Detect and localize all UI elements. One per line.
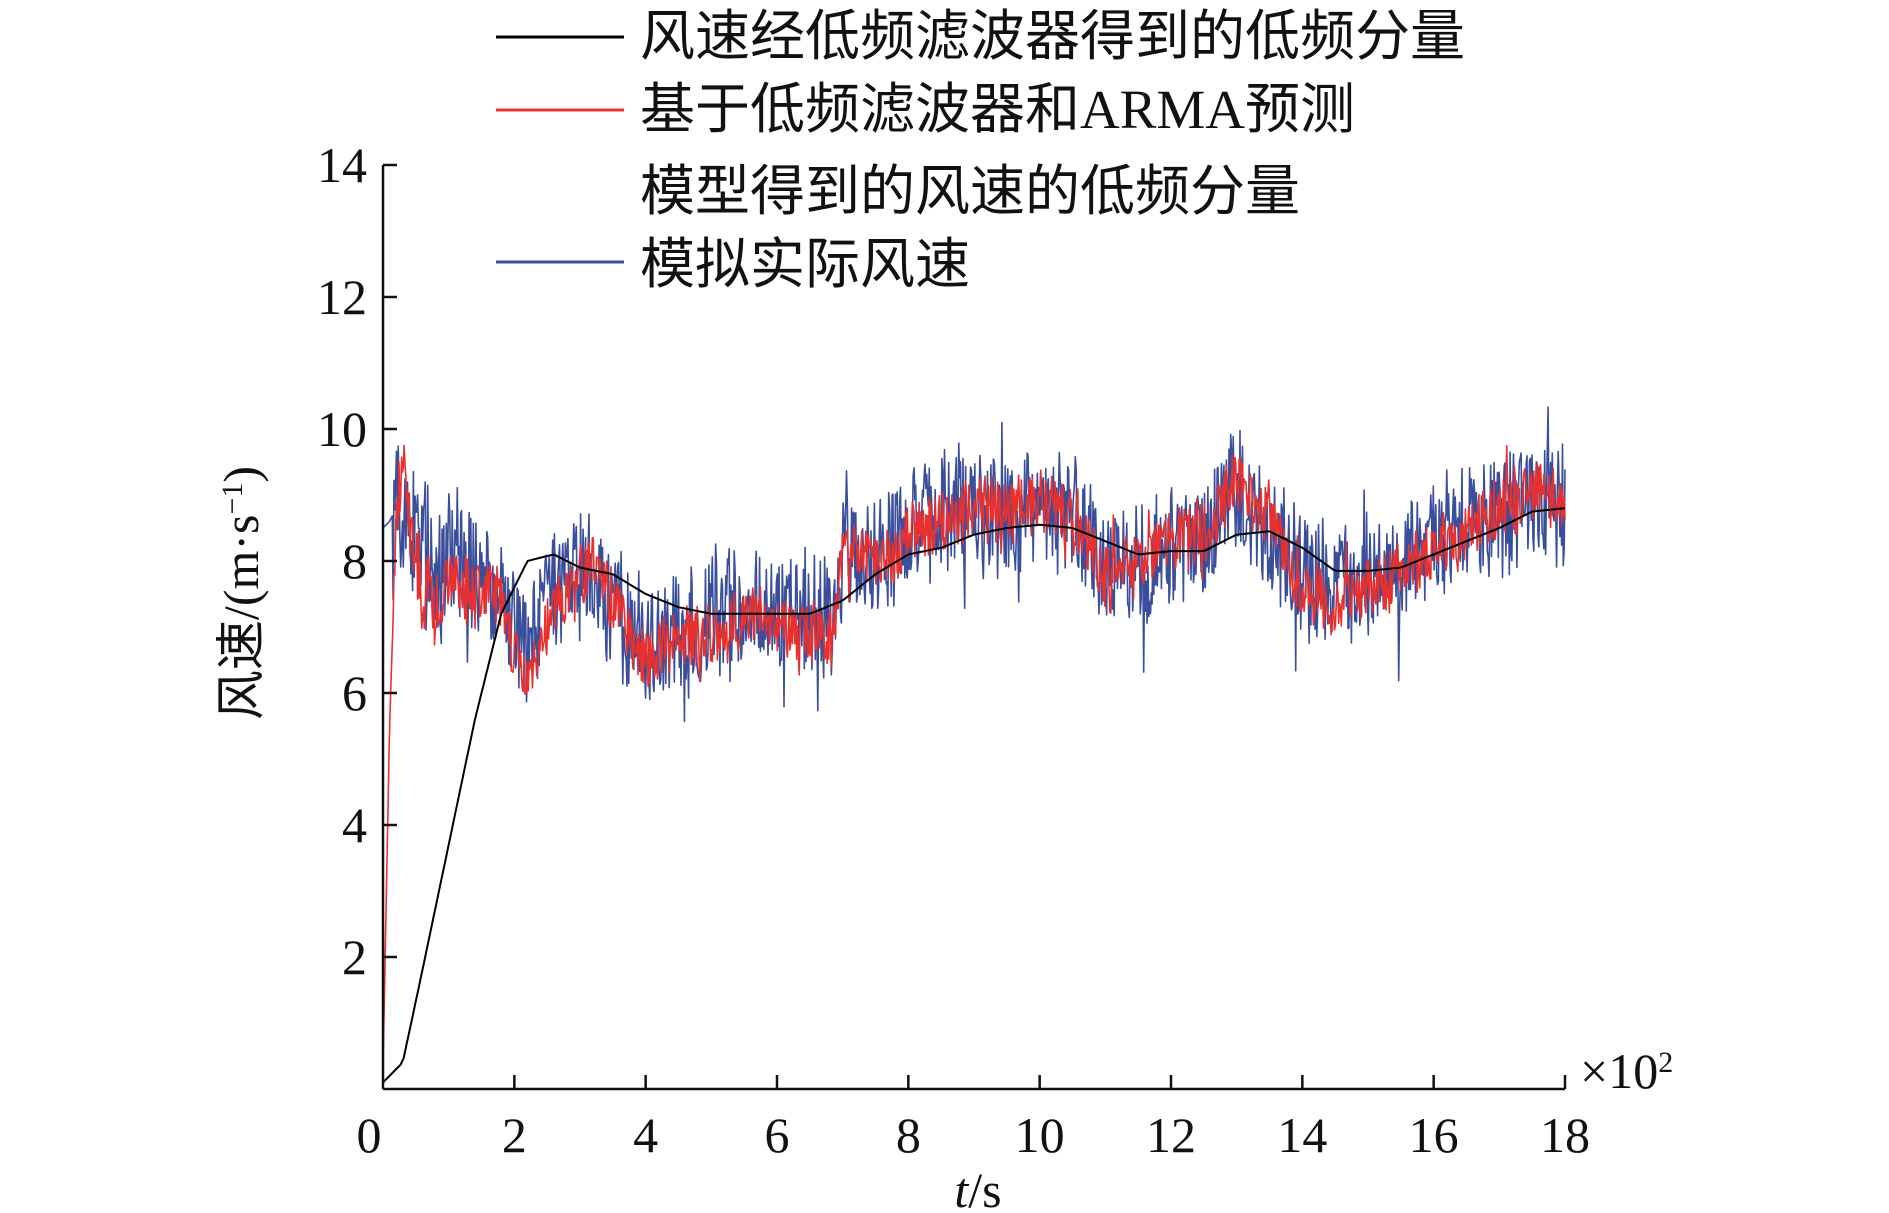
y-tick-label: 6 (342, 665, 367, 721)
y-tick-label: 8 (342, 533, 367, 589)
x-axis-multiplier-base: ×10 (1580, 1043, 1658, 1099)
x-axis-title: t/s (954, 1162, 1001, 1213)
x-tick-label: 14 (1277, 1107, 1327, 1163)
y-axis-title-close: ) (213, 466, 269, 483)
x-axis-multiplier-exp: 2 (1658, 1046, 1673, 1079)
y-tick-label: 10 (317, 401, 367, 457)
arma-predicted-line (382, 444, 1566, 1070)
y-tick-label: 2 (342, 929, 367, 985)
x-axis-title-unit: /s (968, 1162, 1001, 1213)
x-tick-label: 10 (1015, 1107, 1065, 1163)
y-axis-title-sup: −1 (216, 483, 249, 515)
legend: 风速经低频滤波器得到的低频分量 基于低频滤波器和ARMA预测 模型得到的风速的低… (496, 6, 1465, 295)
y-axis-title: 风速/(m·s−1) (213, 466, 269, 720)
legend-label-red-line2: 模型得到的风速的低频分量 (640, 161, 1300, 222)
x-tick-label: 2 (502, 1107, 527, 1163)
legend-label-blue: 模拟实际风速 (640, 234, 970, 295)
low-frequency-component-line (382, 507, 1566, 1084)
y-tick-label: 12 (317, 269, 367, 325)
axes: 0 2 4 6 8 10 12 14 16 18 2 4 6 8 10 12 14 (317, 137, 1590, 1163)
x-tick-label: 16 (1409, 1107, 1459, 1163)
x-tick-label: 18 (1540, 1107, 1590, 1163)
x-tick-label: 6 (765, 1107, 790, 1163)
plot-lines (382, 406, 1566, 1084)
x-axis-title-italic: t (954, 1162, 969, 1213)
x-axis-multiplier: ×102 (1580, 1043, 1673, 1099)
y-tick-label: 4 (342, 797, 367, 853)
y-axis-title-main: 风速/(m·s (213, 515, 269, 721)
legend-label-red-line1: 基于低频滤波器和ARMA预测 (640, 79, 1355, 140)
x-tick-label: 12 (1146, 1107, 1196, 1163)
x-tick-label: 8 (896, 1107, 921, 1163)
x-tick-label: 0 (357, 1107, 382, 1163)
y-tick-label: 14 (317, 137, 367, 193)
x-tick-label: 4 (633, 1107, 658, 1163)
legend-label-black: 风速经低频滤波器得到的低频分量 (640, 6, 1465, 67)
simulated-wind-speed-line (382, 406, 1566, 723)
